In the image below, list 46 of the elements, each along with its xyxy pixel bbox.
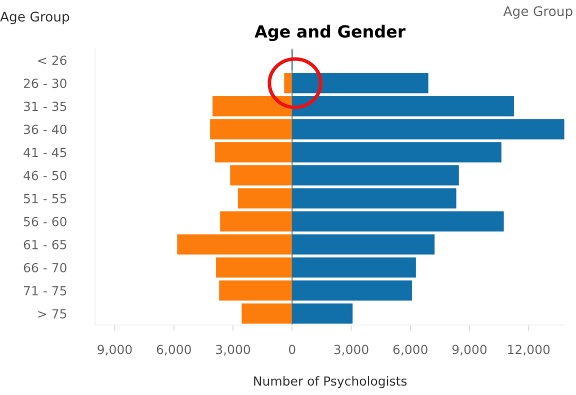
x-tick-label: 9,000 <box>98 344 132 356</box>
y-tick-label: < 26 <box>38 56 66 66</box>
bar <box>215 142 292 162</box>
y-tick-label: 66 - 70 <box>24 262 66 272</box>
bar <box>292 234 435 255</box>
x-tick-label: 6,000 <box>156 344 191 356</box>
bar <box>238 188 292 208</box>
bar <box>292 165 459 186</box>
bar <box>210 119 292 140</box>
x-tick-label: 3,000 <box>216 344 250 356</box>
bar <box>284 73 292 94</box>
x-tick-label: 3,000 <box>334 344 368 356</box>
bar <box>292 211 504 232</box>
bar <box>292 188 456 208</box>
x-tick-label: 12,000 <box>508 344 550 356</box>
bar <box>292 257 416 278</box>
y-tick-label: 31 - 35 <box>24 102 66 112</box>
bar <box>292 119 564 140</box>
bar <box>219 280 292 301</box>
bar <box>292 142 502 162</box>
bar <box>292 303 353 324</box>
y-tick-label: > 75 <box>38 309 66 318</box>
y-tick-label: 46 - 50 <box>24 170 66 180</box>
y-tick-label: 41 - 45 <box>24 148 66 158</box>
y-tick-label: 71 - 75 <box>24 286 66 296</box>
y-tick-label: 56 - 60 <box>24 216 66 226</box>
bar <box>220 211 292 232</box>
y-tick-label: 51 - 55 <box>24 194 66 204</box>
y-tick-label: 61 - 65 <box>24 240 66 250</box>
bar <box>216 257 292 278</box>
bar <box>292 280 412 301</box>
y-tick-label: 36 - 40 <box>24 124 66 134</box>
x-tick-label: 0 <box>288 344 296 354</box>
y-tick-label: 26 - 30 <box>24 78 66 88</box>
y-axis-title: Age Group <box>0 12 70 24</box>
x-tick-label: 6,000 <box>393 344 428 356</box>
x-axis-title: Number of Psychologists <box>254 376 407 388</box>
chart-title: Age and Gender <box>254 24 406 42</box>
bar <box>292 73 428 94</box>
bar <box>230 165 292 186</box>
x-tick-label: 9,000 <box>452 344 487 356</box>
text: Age Group <box>503 6 572 19</box>
bar <box>212 96 292 116</box>
bar <box>292 96 514 116</box>
bar <box>242 303 292 324</box>
bar <box>177 234 292 255</box>
